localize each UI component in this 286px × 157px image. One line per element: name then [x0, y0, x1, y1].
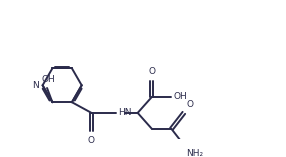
Text: O: O [186, 100, 194, 109]
Text: OH: OH [42, 75, 56, 84]
Text: HN: HN [118, 108, 132, 117]
Text: O: O [88, 136, 95, 145]
Text: N: N [32, 81, 39, 90]
Text: NH₂: NH₂ [186, 149, 204, 157]
Text: O: O [148, 68, 155, 76]
Text: OH: OH [173, 92, 187, 101]
